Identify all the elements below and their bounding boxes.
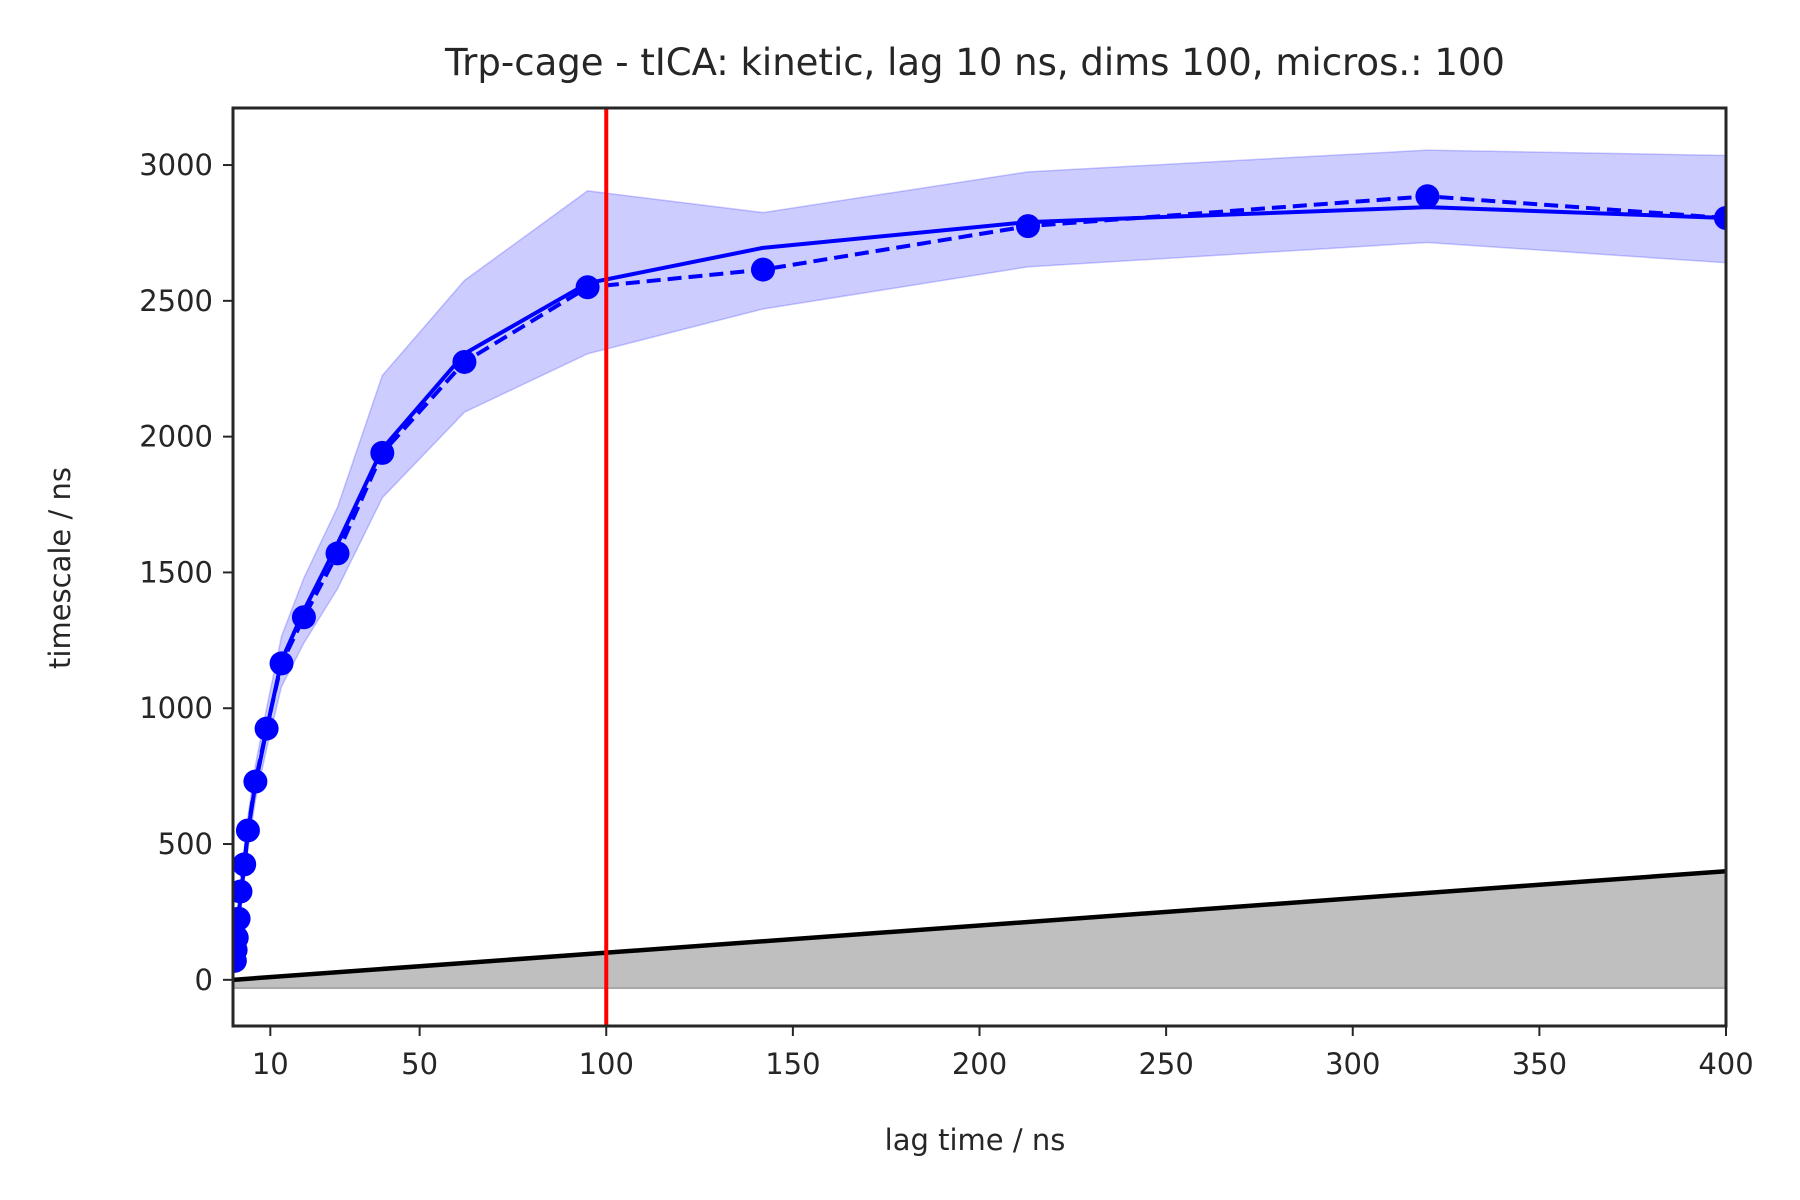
series-point <box>235 818 260 843</box>
series-point <box>1016 214 1041 239</box>
series-point <box>452 349 477 374</box>
series-point <box>325 541 350 566</box>
x-axis: 10 50 100 150 200 250 300 350 400 <box>252 1026 1754 1081</box>
y-tick-label: 2000 <box>139 420 213 454</box>
y-tick-label: 500 <box>158 827 213 861</box>
series-point <box>370 440 395 465</box>
series-point <box>233 925 249 950</box>
x-tick-label: 300 <box>1325 1047 1380 1081</box>
series-point <box>233 906 251 931</box>
y-axis: 0 500 1000 1500 2000 2500 3000 <box>139 148 233 997</box>
x-tick-label: 50 <box>401 1047 438 1081</box>
x-tick-label: 400 <box>1698 1047 1753 1081</box>
x-tick-label: 250 <box>1138 1047 1193 1081</box>
confidence-band <box>234 149 1726 970</box>
x-tick-label: 100 <box>579 1047 634 1081</box>
y-tick-label: 1500 <box>139 555 213 589</box>
series-point <box>233 879 253 904</box>
series-point <box>233 852 257 877</box>
series-point <box>254 716 279 741</box>
plot-content <box>233 108 1726 1026</box>
y-tick-label: 0 <box>195 963 213 997</box>
x-axis-label: lag time / ns <box>885 1123 1066 1157</box>
y-tick-label: 1000 <box>139 691 213 725</box>
series-point <box>269 651 294 676</box>
plot-frame <box>231 106 1728 1028</box>
x-tick-label: 150 <box>765 1047 820 1081</box>
chart-title: Trp-cage - tICA: kinetic, lag 10 ns, dim… <box>444 41 1505 84</box>
plot-area <box>233 108 1726 1026</box>
y-tick-label: 2500 <box>139 284 213 318</box>
y-tick-label: 3000 <box>139 148 213 182</box>
series-point <box>1415 184 1440 209</box>
lag-time-line <box>233 868 1726 983</box>
y-axis-label: timescale / ns <box>43 467 77 669</box>
series-point <box>751 257 776 282</box>
x-tick-label: 10 <box>252 1047 289 1081</box>
series-point <box>1714 206 1726 230</box>
x-tick-label: 350 <box>1512 1047 1567 1081</box>
series-point <box>575 275 600 300</box>
x-tick-label: 200 <box>952 1047 1007 1081</box>
series-point <box>291 605 316 630</box>
series-point <box>243 769 268 794</box>
